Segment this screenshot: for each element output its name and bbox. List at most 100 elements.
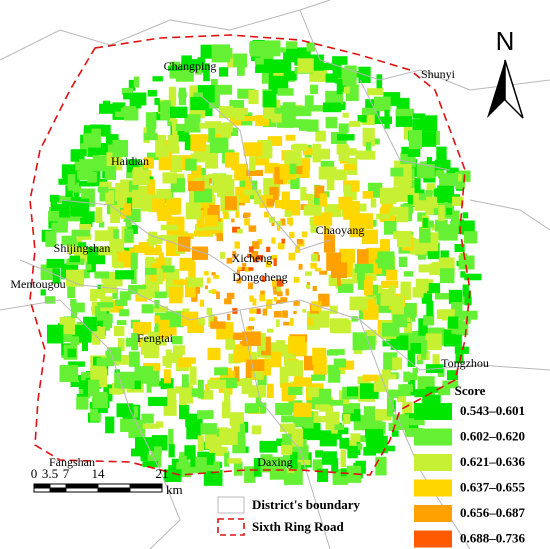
land-patch <box>380 239 390 257</box>
patches <box>40 40 482 486</box>
land-patch <box>128 181 135 193</box>
land-patch <box>271 351 282 368</box>
land-patch <box>154 315 161 324</box>
land-patch <box>119 291 131 301</box>
land-patch <box>333 358 347 368</box>
land-patch <box>261 67 269 84</box>
land-patch <box>222 209 229 214</box>
land-patch <box>69 255 80 263</box>
land-patch <box>57 195 74 203</box>
scale-segment <box>65 483 99 489</box>
land-patch <box>350 184 357 201</box>
land-patch <box>299 157 311 171</box>
land-patch <box>281 442 293 455</box>
land-patch <box>298 263 303 270</box>
legend-label: 0.621–0.636 <box>460 454 526 469</box>
land-patch <box>417 376 435 390</box>
land-patch <box>99 181 112 189</box>
land-patch <box>349 121 361 127</box>
land-patch <box>266 198 275 207</box>
land-patch <box>232 251 237 259</box>
land-patch <box>244 266 251 272</box>
land-patch <box>363 276 373 296</box>
land-patch <box>325 73 336 83</box>
land-patch <box>129 355 136 365</box>
land-patch <box>203 271 209 276</box>
land-patch <box>373 116 392 124</box>
land-patch <box>371 138 380 145</box>
land-patch <box>248 385 267 398</box>
land-patch <box>455 354 464 364</box>
land-patch <box>203 63 210 82</box>
land-patch <box>338 196 353 210</box>
legend-label: 0.543–0.601 <box>460 403 525 418</box>
land-patch <box>154 291 167 299</box>
sixth-ring-road <box>29 34 471 476</box>
land-patch <box>243 142 263 157</box>
land-patch <box>210 321 226 329</box>
land-patch <box>314 185 325 198</box>
land-patch <box>284 70 297 81</box>
land-patch <box>131 189 149 209</box>
land-patch <box>50 194 60 202</box>
land-patch <box>251 425 262 435</box>
land-patch <box>226 257 233 264</box>
land-patch <box>182 374 189 388</box>
land-patch <box>175 123 190 131</box>
land-patch <box>331 458 339 473</box>
land-patch <box>288 252 296 261</box>
land-patch <box>276 340 285 348</box>
land-patch <box>362 127 375 147</box>
land-patch <box>200 390 214 400</box>
land-patch <box>454 244 465 252</box>
land-patch <box>171 336 183 345</box>
land-patch <box>310 84 319 95</box>
land-patch <box>283 455 294 464</box>
land-patch <box>255 115 270 126</box>
land-patch <box>241 378 253 395</box>
land-patch <box>66 269 84 287</box>
land-patch <box>318 293 330 307</box>
land-patch <box>276 285 281 292</box>
district-label: Chaoyang <box>316 223 365 237</box>
land-patch <box>442 380 459 389</box>
land-patch <box>134 366 154 381</box>
legend-label: 0.656–0.687 <box>460 505 526 520</box>
land-patch <box>440 250 449 260</box>
land-patch <box>294 246 301 253</box>
land-patch <box>351 316 358 322</box>
land-patch <box>67 284 75 298</box>
land-patch <box>328 365 341 383</box>
land-patch <box>155 145 169 158</box>
land-patch <box>80 217 93 224</box>
land-patch <box>335 278 354 289</box>
land-patch <box>239 423 246 440</box>
land-patch <box>59 334 72 342</box>
land-patch <box>343 440 357 448</box>
land-patch <box>421 351 427 360</box>
land-patch <box>391 296 404 315</box>
land-patch <box>276 319 280 327</box>
land-patch <box>311 301 322 312</box>
land-patch <box>115 270 135 280</box>
land-patch <box>175 386 191 394</box>
land-patch <box>169 352 183 364</box>
land-patch <box>128 79 136 91</box>
land-patch <box>219 428 238 445</box>
land-patch <box>437 190 445 203</box>
land-patch <box>156 421 164 428</box>
land-patch <box>226 292 235 299</box>
land-patch <box>438 162 445 179</box>
land-patch <box>251 251 259 259</box>
land-patch <box>78 234 92 240</box>
land-patch <box>283 119 302 128</box>
land-patch <box>367 88 384 96</box>
land-patch <box>70 298 77 307</box>
land-patch <box>276 438 285 446</box>
land-patch <box>280 423 296 432</box>
land-patch <box>223 122 233 133</box>
land-patch <box>263 211 269 218</box>
land-patch <box>148 332 159 351</box>
land-patch <box>253 462 262 477</box>
land-patch <box>293 311 297 315</box>
